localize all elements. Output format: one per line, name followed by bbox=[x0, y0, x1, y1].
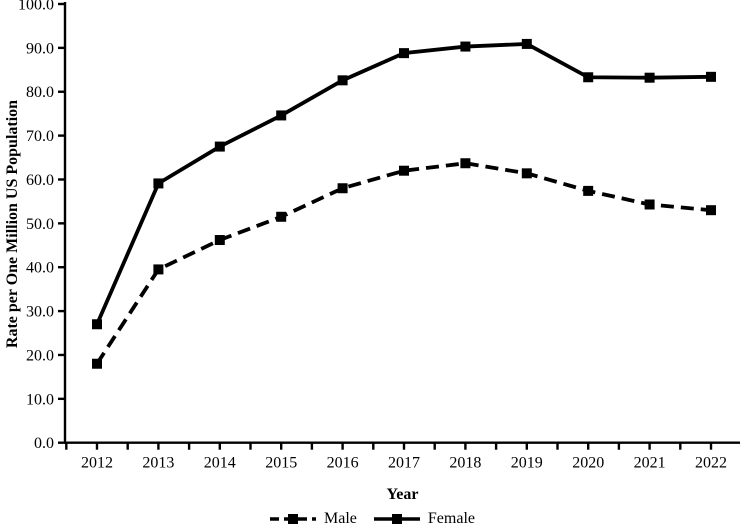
x-tick-label: 2015 bbox=[265, 455, 297, 472]
y-tick-label: 90.0 bbox=[26, 40, 54, 57]
marker-male bbox=[706, 205, 716, 216]
marker-female bbox=[644, 72, 655, 83]
x-tick-label: 2014 bbox=[204, 455, 236, 472]
marker-female bbox=[153, 178, 164, 189]
marker-male bbox=[583, 185, 594, 196]
marker-female bbox=[460, 41, 471, 52]
y-tick-label: 70.0 bbox=[26, 128, 54, 145]
marker-male bbox=[521, 168, 532, 179]
y-tick-label: 30.0 bbox=[26, 304, 54, 321]
marker-female bbox=[583, 72, 594, 83]
marker-female bbox=[399, 48, 409, 59]
marker-male bbox=[460, 158, 471, 169]
x-tick-label: 2018 bbox=[449, 455, 481, 472]
marker-male bbox=[214, 235, 225, 246]
marker-female bbox=[276, 110, 287, 121]
female-solid-line-swatch bbox=[373, 514, 420, 524]
marker-male bbox=[399, 165, 409, 176]
series-line-male bbox=[95, 161, 712, 365]
x-tick-label: 2022 bbox=[695, 455, 727, 472]
y-tick-label: 10.0 bbox=[26, 391, 54, 408]
y-tick-label: 100.0 bbox=[18, 0, 54, 14]
marker-male bbox=[153, 264, 164, 275]
marker-male bbox=[276, 211, 287, 222]
marker-female bbox=[214, 141, 225, 152]
x-axis-title: Year bbox=[386, 486, 419, 503]
marker-female bbox=[92, 319, 102, 330]
series-line-female bbox=[95, 42, 712, 326]
y-tick-label: 40.0 bbox=[26, 260, 54, 277]
y-axis-title: Rate per One Million US Population bbox=[4, 99, 21, 349]
legend-item-male: Male bbox=[269, 510, 357, 528]
marker-male bbox=[92, 358, 102, 369]
legend-label-male: Male bbox=[324, 510, 357, 527]
legend-item-female: Female bbox=[373, 510, 475, 528]
x-tick-label: 2021 bbox=[634, 455, 666, 472]
marker-female bbox=[706, 71, 716, 82]
x-tick-label: 2017 bbox=[388, 455, 420, 472]
y-tick-label: 0.0 bbox=[34, 435, 54, 452]
y-tick-label: 50.0 bbox=[26, 216, 54, 233]
x-tick-label: 2013 bbox=[142, 455, 174, 472]
y-tick-label: 60.0 bbox=[26, 172, 54, 189]
x-tick-label: 2012 bbox=[81, 455, 113, 472]
legend: Male Female bbox=[0, 510, 744, 528]
legend-label-female: Female bbox=[427, 510, 475, 527]
marker-female bbox=[337, 75, 348, 86]
male-dashed-line-swatch bbox=[270, 514, 317, 524]
x-tick-label: 2019 bbox=[511, 455, 543, 472]
y-tick-label: 80.0 bbox=[26, 84, 54, 101]
y-tick-label: 20.0 bbox=[26, 347, 54, 364]
x-tick-label: 2020 bbox=[572, 455, 604, 472]
x-tick-label: 2016 bbox=[327, 455, 359, 472]
marker-male bbox=[337, 183, 348, 194]
marker-male bbox=[644, 199, 655, 210]
marker-female bbox=[521, 38, 532, 49]
